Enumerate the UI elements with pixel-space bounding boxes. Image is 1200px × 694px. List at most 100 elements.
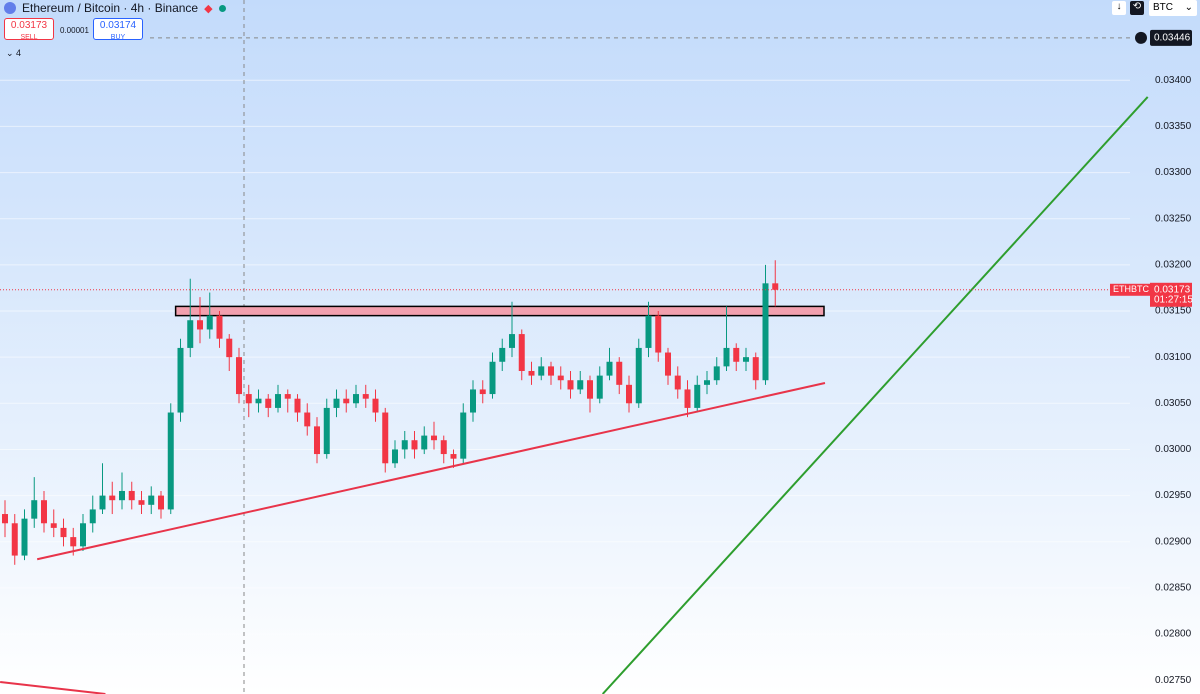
candle-body [431,435,437,441]
candle-body [743,357,749,362]
candle-body [596,375,603,399]
y-tick-label: 0.02850 [1155,583,1192,594]
candle-body [674,375,681,390]
candle-body [128,490,135,501]
market-status [218,4,226,12]
candle-body [684,389,691,408]
candle-body [557,375,564,381]
candle-body [323,407,330,455]
candle-body [665,352,671,376]
candle-body [197,320,203,330]
candle-body [440,440,447,455]
candle-body [50,523,57,528]
candle-body [177,347,184,413]
last-price-bg [1150,282,1192,307]
candle-body [304,412,311,427]
y-tick-label: 0.03050 [1155,398,1192,409]
candle-body [401,440,408,450]
symbol-header: Ethereum / Bitcoin · 4h · Binance ◆ [4,1,226,15]
y-tick-label: 0.02900 [1155,536,1192,547]
candle-body [216,315,223,339]
y-tick-label: 0.03300 [1155,167,1192,178]
candle-body [245,394,252,404]
candle-body [99,495,106,510]
candle-body [587,380,593,399]
symbol-title[interactable]: Ethereum / Bitcoin · 4h · Binance [22,1,199,15]
countdown-label: 01:27:15 [1154,294,1193,305]
download-button[interactable]: ↓ [1112,1,1126,15]
candle-body [265,398,272,408]
y-tick-label: 0.02800 [1155,629,1192,640]
candle-body [11,523,18,556]
candle-body [470,389,476,413]
candle-body [314,426,320,455]
candle-body [362,394,369,399]
candle-body [538,366,545,376]
y-tick-label: 0.03250 [1155,213,1192,224]
y-tick-label: 0.03400 [1155,75,1192,86]
candle-body [275,394,281,408]
candle-body [148,495,155,505]
candle-body [411,440,418,450]
candle-body [353,394,359,404]
candle-body [109,495,116,501]
candle-body [772,283,779,290]
candle-body [733,347,740,362]
candle-body [236,357,242,395]
candle-body [158,495,164,510]
compare-button[interactable]: ⟲ [1130,1,1144,15]
currency: BTC [1153,2,1173,13]
sell-button[interactable]: 0.03173 SELL [4,18,54,41]
add-button[interactable] [1135,31,1147,44]
candle-body [255,398,262,404]
candle-body [489,361,496,395]
y-tick-label: 0.03100 [1155,352,1192,363]
candle-body [713,366,720,381]
candle-body [392,449,398,464]
trendline [36,382,826,561]
candle-body [528,370,535,376]
candle-body [606,361,613,376]
candle-body [31,500,38,519]
sell-price: 0.03173 [10,20,48,31]
symbol-label-bg [1110,283,1150,296]
candle-body [518,334,525,371]
indicators-toggle[interactable]: ⌄ 4 [6,48,22,58]
indicator-count: 4 [16,48,22,58]
crosshair-label-bg [1150,29,1192,46]
buy-price: 0.03174 [99,20,137,31]
buy-label: BUY [110,34,126,41]
y-tick-label: 0.02950 [1155,490,1192,501]
y-tick-label: 0.02750 [1155,675,1192,686]
candle-body [119,490,125,501]
candle-body [635,347,642,404]
candle-body [372,398,379,413]
resistance-zone [174,305,825,317]
candle-body [343,398,350,404]
candle-body [548,366,554,376]
candle-body [479,389,486,395]
buy-button[interactable]: 0.03174 BUY [93,18,143,41]
y-tick-label: 0.03200 [1155,260,1192,271]
crosshair-label: 0.03446 [1154,32,1191,43]
symbol-icon [4,2,16,14]
candle-body [626,384,632,404]
candle-body [499,347,506,362]
candle-body [616,361,623,385]
candle-body [694,384,701,408]
trendline [601,96,1149,694]
y-tick-label: 0.03000 [1155,444,1192,455]
candle-body [294,398,301,413]
currency-select[interactable]: BTC ⌄ [1149,0,1197,16]
candle-body [206,315,213,330]
candle-body [2,514,8,524]
candle-body [89,509,96,524]
candle-body [80,523,86,547]
candle-body [41,500,47,524]
candle-body [333,398,340,408]
y-tick-label: 0.03150 [1155,306,1192,317]
candle-body [645,315,652,348]
favorite-icon[interactable]: ◆ [204,2,213,15]
